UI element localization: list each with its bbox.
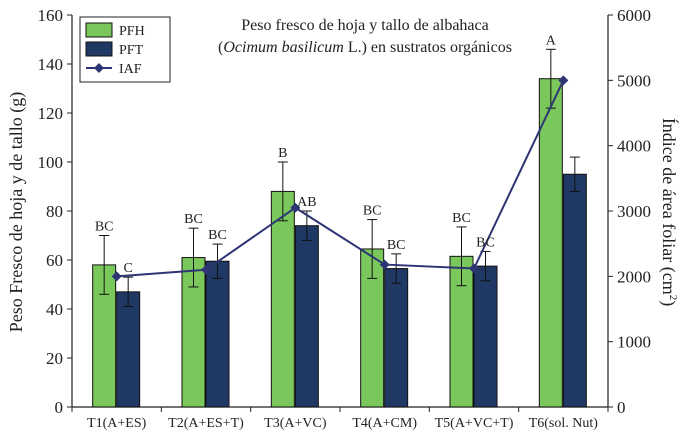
x-axis: T1(A+ES) T2(A+ES+T) T3(A+VC) T4(A+CM) T5(A+V… xyxy=(71,407,609,431)
significance-letter: BC xyxy=(387,238,406,253)
iaf-point xyxy=(290,202,301,213)
x-tick-label: T6(sol. Nut) xyxy=(529,416,599,431)
chart-title-line2-open: ( xyxy=(218,39,223,56)
significance-letter: BC xyxy=(452,211,471,226)
left-tick-label: 20 xyxy=(46,349,63,368)
x-tick-label: T2(A+ES+T) xyxy=(168,416,244,431)
right-tick-label: 3000 xyxy=(617,202,651,221)
right-axis: 0 1000 2000 3000 4000 5000 6000 xyxy=(608,6,651,417)
right-tick-label: 0 xyxy=(617,398,626,417)
right-tick-label: 5000 xyxy=(617,71,651,90)
bar-pft xyxy=(205,260,230,408)
significance-letter: BC xyxy=(476,235,495,250)
legend-swatch-pft xyxy=(85,41,113,57)
bar-pft xyxy=(384,268,409,408)
legend-label-pfh: PFH xyxy=(119,24,145,39)
x-tick-label: T3(A+VC) xyxy=(264,416,327,431)
iaf-point xyxy=(201,264,211,275)
significance-letter: BC xyxy=(363,204,382,219)
bars xyxy=(92,78,587,408)
error-bars xyxy=(99,48,580,308)
iaf-line xyxy=(111,75,569,282)
bar-pft xyxy=(473,265,498,408)
y-axis-left-label: Peso Fresco de hoja y de tallo (g) xyxy=(6,92,27,332)
y-axis-right-label-main: Índice de área foliar (cm xyxy=(658,118,680,295)
right-tick-label: 6000 xyxy=(617,6,651,25)
left-tick-label: 80 xyxy=(46,202,63,221)
y-axis-right-label-sup: 2 xyxy=(667,295,679,301)
significance-letter: BC xyxy=(208,228,227,243)
left-tick-label: 140 xyxy=(38,55,64,74)
chart-title-line2: (Ocimum basilicum L.) en sustratos orgán… xyxy=(218,39,512,56)
x-tick-label: T5(A+VC+T) xyxy=(435,416,514,431)
chart-title-line2-rest: L.) en sustratos orgánicos xyxy=(344,39,512,56)
iaf-point xyxy=(558,75,569,86)
legend-marker-iaf xyxy=(94,63,104,73)
x-tick-label: T4(A+CM) xyxy=(352,416,417,431)
bar-pft xyxy=(562,173,587,408)
significance-letter: B xyxy=(278,146,287,161)
significance-letter: BC xyxy=(95,220,114,235)
left-tick-label: 120 xyxy=(38,104,64,123)
chart-title-species: Ocimum basilicum xyxy=(223,39,343,56)
right-tick-label: 2000 xyxy=(617,267,651,286)
legend-label-iaf: IAF xyxy=(119,62,142,77)
significance-letter: C xyxy=(123,261,132,276)
left-tick-label: 100 xyxy=(38,153,64,172)
significance-letter: A xyxy=(546,33,557,48)
left-tick-label: 160 xyxy=(38,6,64,25)
legend-label-pft: PFT xyxy=(119,43,144,58)
left-tick-label: 60 xyxy=(46,251,63,270)
right-tick-label: 4000 xyxy=(617,137,651,156)
left-tick-label: 40 xyxy=(46,300,63,319)
significance-letter: BC xyxy=(184,212,203,227)
left-tick-label: 0 xyxy=(55,398,64,417)
left-axis: 0 20 40 60 80 100 120 140 160 xyxy=(38,6,72,417)
right-tick-label: 1000 xyxy=(617,333,651,352)
iaf-series-line xyxy=(116,79,565,278)
significance-letter: AB xyxy=(297,195,316,210)
iaf-point xyxy=(469,263,479,274)
x-tick-label: T1(A+ES) xyxy=(87,416,147,431)
y-axis-right-label-close: ) xyxy=(658,300,679,306)
bar-pft xyxy=(294,225,319,408)
chart-title-line1: Peso fresco de hoja y tallo de albahaca xyxy=(241,17,488,34)
significance-letters: BC BC B BC BC A C BC AB BC BC xyxy=(95,33,557,276)
bar-pfh xyxy=(538,78,563,408)
legend: PFH PFT IAF xyxy=(79,16,171,83)
legend-swatch-pfh xyxy=(85,22,113,38)
iaf-point xyxy=(111,271,122,282)
bar-pfh xyxy=(270,190,295,408)
iaf-point xyxy=(379,259,390,270)
bar-pft xyxy=(116,291,141,408)
y-axis-right-label: Índice de área foliar (cm2) xyxy=(658,118,680,306)
